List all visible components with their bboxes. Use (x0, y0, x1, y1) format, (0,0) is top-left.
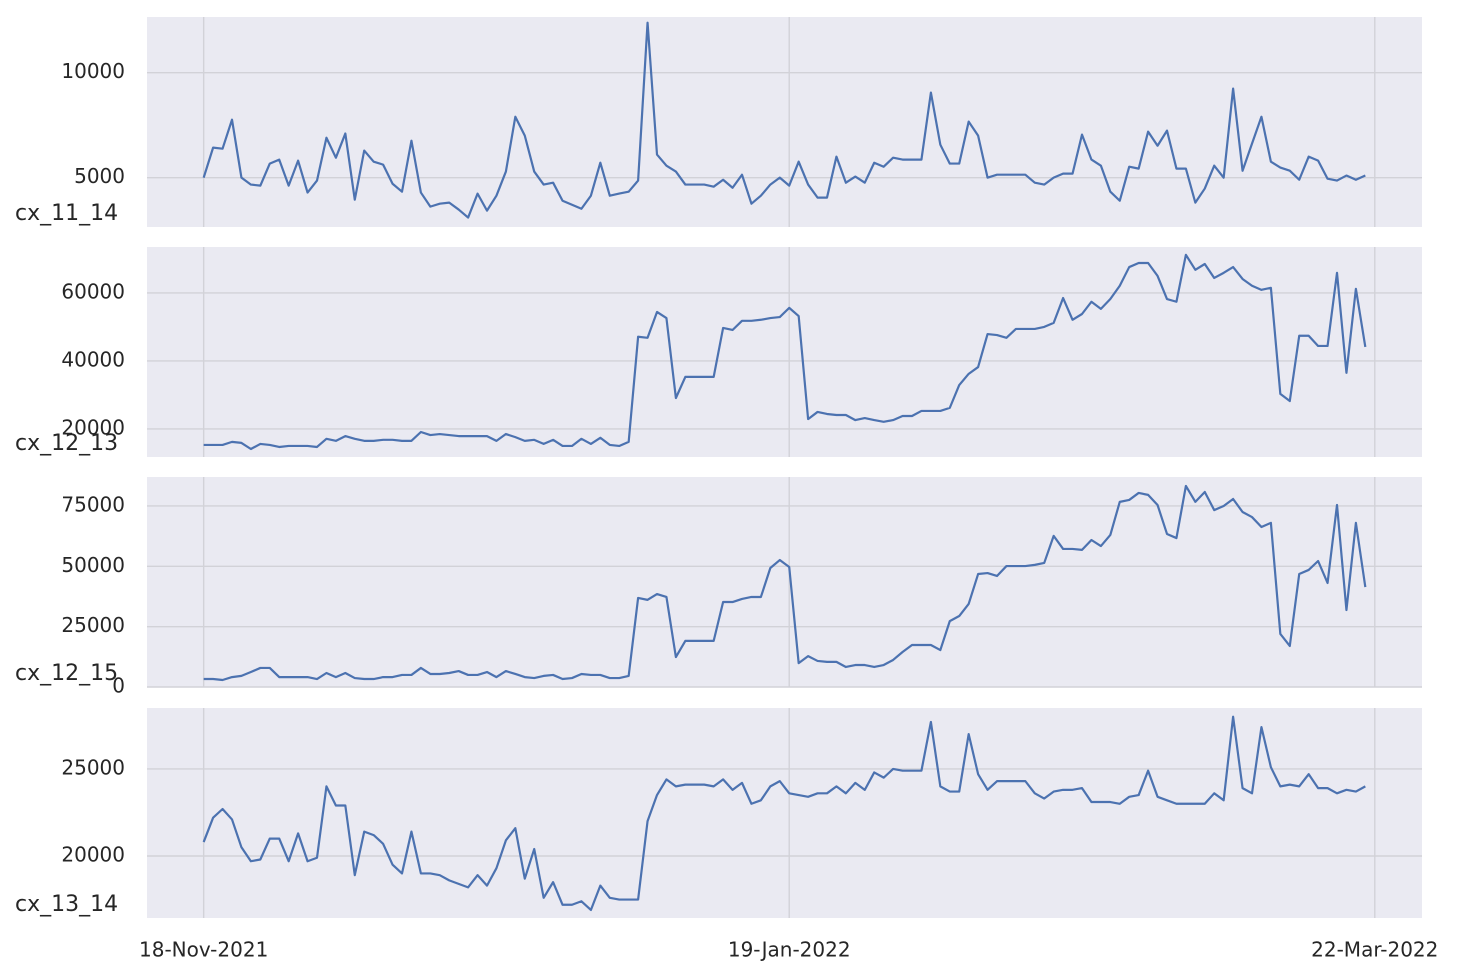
plot-area (147, 477, 1422, 687)
y-tick-label: 5000 (74, 164, 125, 188)
series-line (202, 715, 1366, 912)
x-tick-label: 22-Mar-2022 (1311, 938, 1438, 962)
y-axis-label: cx_13_14 (15, 892, 118, 917)
plot-area (147, 247, 1422, 457)
y-axis-label: cx_12_15 (15, 661, 118, 686)
y-axis-label: cx_11_14 (15, 201, 118, 226)
y-tick-label: 50000 (61, 553, 125, 577)
y-tick-label: 25000 (61, 755, 125, 779)
y-tick-label: 0 (112, 674, 125, 698)
plot-area (147, 708, 1422, 918)
series-line (203, 253, 1367, 451)
series-line (203, 484, 1367, 682)
y-tick-label: 40000 (61, 347, 125, 371)
y-tick-label: 10000 (61, 59, 125, 83)
series-line (202, 21, 1366, 219)
y-tick-label: 60000 (61, 279, 125, 303)
y-tick-label: 20000 (61, 415, 125, 439)
y-axis-label: cx_12_13 (15, 431, 118, 456)
y-tick-label: 75000 (61, 492, 125, 516)
plot-area (147, 17, 1422, 227)
y-tick-label: 25000 (61, 613, 125, 637)
y-tick-label: 20000 (61, 843, 125, 867)
x-tick-label: 19-Jan-2022 (728, 938, 851, 962)
x-tick-label: 18-Nov-2021 (139, 938, 268, 962)
